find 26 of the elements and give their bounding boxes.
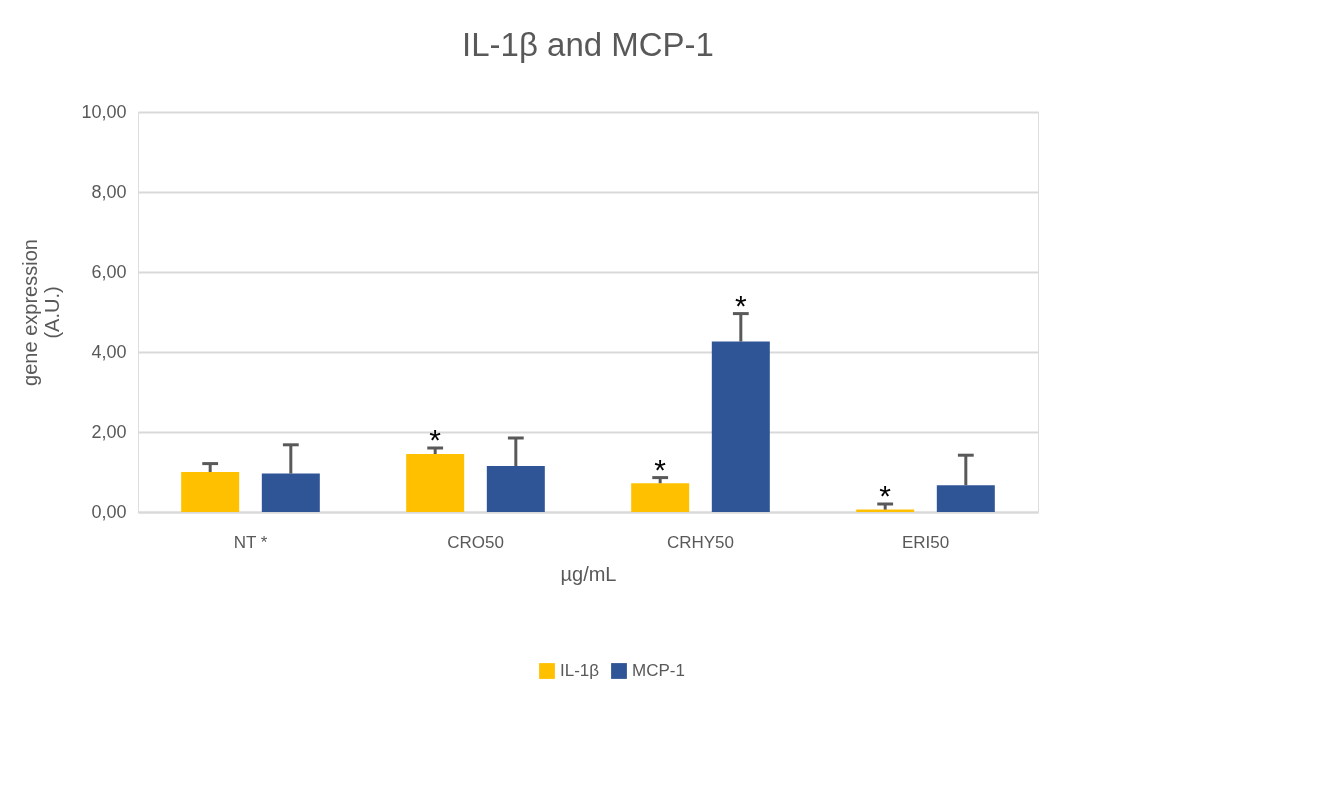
- data-label: *: [879, 479, 892, 512]
- bar: [486, 466, 545, 512]
- legend-label: MCP-1: [632, 661, 685, 680]
- bar: [936, 485, 995, 512]
- x-tick-label: CRO50: [447, 532, 504, 552]
- bar: [711, 341, 770, 512]
- y-tick-label: 0,00: [91, 501, 127, 522]
- y-tick-label: 4,00: [91, 341, 127, 362]
- x-axis-title: µg/mL: [560, 562, 617, 585]
- y-axis-title: gene expression (A.U.): [19, 239, 64, 386]
- x-tick-label: NT *: [233, 532, 268, 552]
- legend-label: IL-1β: [560, 661, 600, 680]
- y-tick-label: 10,00: [81, 101, 127, 122]
- data-label: *: [734, 288, 747, 322]
- x-tick-label: ERI50: [901, 532, 950, 552]
- bar: [261, 473, 320, 512]
- x-tick-label: CRHY50: [666, 532, 735, 552]
- data-label: *: [429, 423, 442, 456]
- bar: [181, 472, 240, 512]
- y-tick-label: 6,00: [91, 261, 127, 282]
- bar: [406, 454, 465, 512]
- bar: [631, 483, 690, 512]
- y-tick-label: 2,00: [91, 421, 127, 442]
- y-tick-label: 8,00: [91, 181, 127, 202]
- chart-title: IL-1β and MCP-1: [462, 26, 714, 63]
- data-label: *: [654, 452, 667, 486]
